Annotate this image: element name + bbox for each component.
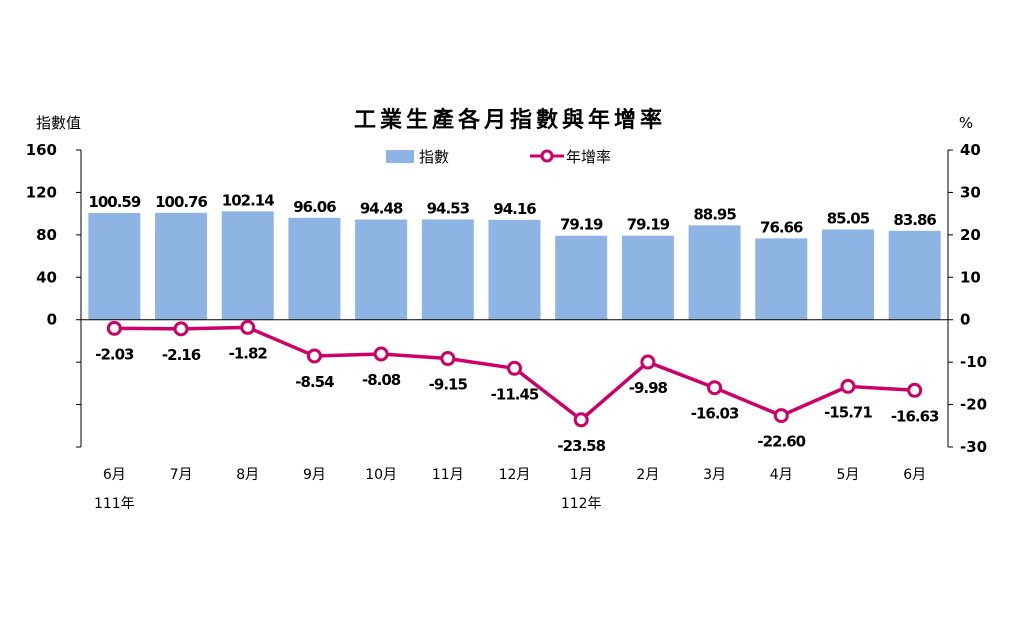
right-axis-tick-label: 30: [960, 183, 981, 201]
bar-value-label: 94.48: [360, 199, 403, 217]
bar: [355, 219, 408, 320]
bars: 100.59 100.76 102.14 96.06 94.48 94.53 94.16 79…: [88, 191, 941, 320]
bar: [421, 219, 474, 320]
bar-value-label: 79.19: [627, 216, 670, 234]
right-axis-tick-label: -20: [960, 396, 987, 414]
left-axis-tick-label: 80: [36, 226, 57, 244]
category-label: 6月: [903, 467, 926, 483]
bar-value-label: 85.05: [827, 210, 870, 228]
line-point: [440, 351, 456, 367]
line-point: [907, 382, 923, 398]
line-value-label: -15.71: [824, 403, 872, 421]
bar: [621, 235, 674, 320]
left-axis-tick-label: 0: [47, 311, 57, 329]
line-value-label: -2.16: [162, 346, 201, 364]
bar-value-label: 94.53: [427, 199, 470, 217]
right-axis-tick-label: 0: [960, 311, 970, 329]
legend-line-label: 年增率: [566, 148, 611, 166]
line-point: [707, 380, 723, 396]
year-label: 112年: [561, 496, 602, 512]
bar-value-label: 79.19: [560, 216, 603, 234]
category-label: 12月: [499, 467, 531, 483]
category-label: 6月: [103, 467, 126, 483]
right-axis-tick-label: -10: [960, 353, 987, 371]
bar: [288, 217, 341, 320]
line-point: [573, 412, 589, 428]
line-series: -2.03 -2.16 -1.82 -8.54 -8.08 -9.15 -11.45 -23.…: [95, 319, 940, 455]
line-value-label: -9.15: [429, 376, 468, 394]
right-axis: -30 -20 -10 0 10 20 30 40: [947, 141, 987, 456]
legend-line-marker: [540, 149, 554, 163]
line-point: [306, 348, 322, 364]
chart-title: 工業生產各月指數與年增率: [354, 107, 666, 133]
line-point: [640, 354, 656, 370]
line-value-label: -1.82: [229, 344, 268, 362]
line-value-label: -16.63: [891, 407, 939, 425]
legend-bar-swatch: [386, 150, 414, 163]
line-value-label: -2.03: [95, 345, 134, 363]
line-value-label: -8.08: [362, 371, 401, 389]
bar-value-label: 102.14: [222, 191, 274, 209]
left-axis-tick-label: 120: [26, 183, 57, 201]
line-point: [173, 321, 189, 337]
category-label: 8月: [236, 467, 259, 483]
category-label: 10月: [365, 467, 397, 483]
category-labels: 6月 7月 8月 9月 10月 11月 12月 1月 2月 3月 4月 5月 6月 111年 112年: [94, 467, 926, 512]
line-value-label: -23.58: [557, 437, 605, 455]
bar: [888, 230, 941, 320]
legend-bar-label: 指數: [419, 148, 449, 166]
line-point: [106, 320, 122, 336]
bar-value-label: 96.06: [293, 198, 336, 216]
right-axis-tick-label: -30: [960, 438, 987, 456]
bar-value-label: 100.76: [155, 193, 207, 211]
bar-value-label: 94.16: [493, 200, 536, 218]
line-value-label: -11.45: [491, 385, 539, 403]
category-label: 3月: [703, 467, 726, 483]
bar: [155, 212, 208, 320]
category-label: 11月: [432, 467, 464, 483]
line-value-label: -22.60: [757, 433, 805, 451]
year-label: 111年: [94, 496, 135, 512]
line-point: [507, 360, 522, 376]
bar-value-label: 88.95: [693, 205, 736, 223]
left-axis-tick-label: 160: [26, 141, 57, 159]
bar: [88, 213, 141, 320]
bar-value-label: 83.86: [893, 211, 936, 229]
bar: [488, 219, 541, 320]
line-point: [840, 378, 856, 394]
line-value-label: -8.54: [295, 373, 334, 391]
category-label: 7月: [170, 467, 193, 483]
right-axis-tick-label: 20: [960, 226, 981, 244]
line-point: [240, 319, 256, 335]
bar: [688, 225, 741, 320]
right-axis-tick-label: 10: [960, 268, 981, 286]
bar: [221, 211, 274, 320]
category-label: 2月: [636, 467, 659, 483]
category-label: 4月: [770, 467, 793, 483]
bar-value-label: 100.59: [88, 193, 140, 211]
bar: [821, 229, 874, 320]
right-axis-title: %: [959, 114, 973, 132]
bar: [555, 235, 608, 320]
bar-value-label: 76.66: [760, 218, 803, 236]
bar: [755, 238, 808, 320]
line-point: [773, 408, 789, 424]
line-value-label: -16.03: [691, 405, 739, 423]
line-point: [373, 346, 389, 362]
left-axis-tick-label: 40: [36, 268, 57, 286]
category-label: 1月: [570, 467, 593, 483]
legend: 指數 年增率: [386, 148, 611, 166]
left-axis: 0 40 80 120 160: [26, 141, 82, 448]
right-axis-tick-label: 40: [960, 141, 981, 159]
category-label: 9月: [303, 467, 326, 483]
line-value-label: -9.98: [629, 379, 668, 397]
category-label: 5月: [837, 467, 860, 483]
left-axis-title: 指數值: [36, 114, 81, 132]
